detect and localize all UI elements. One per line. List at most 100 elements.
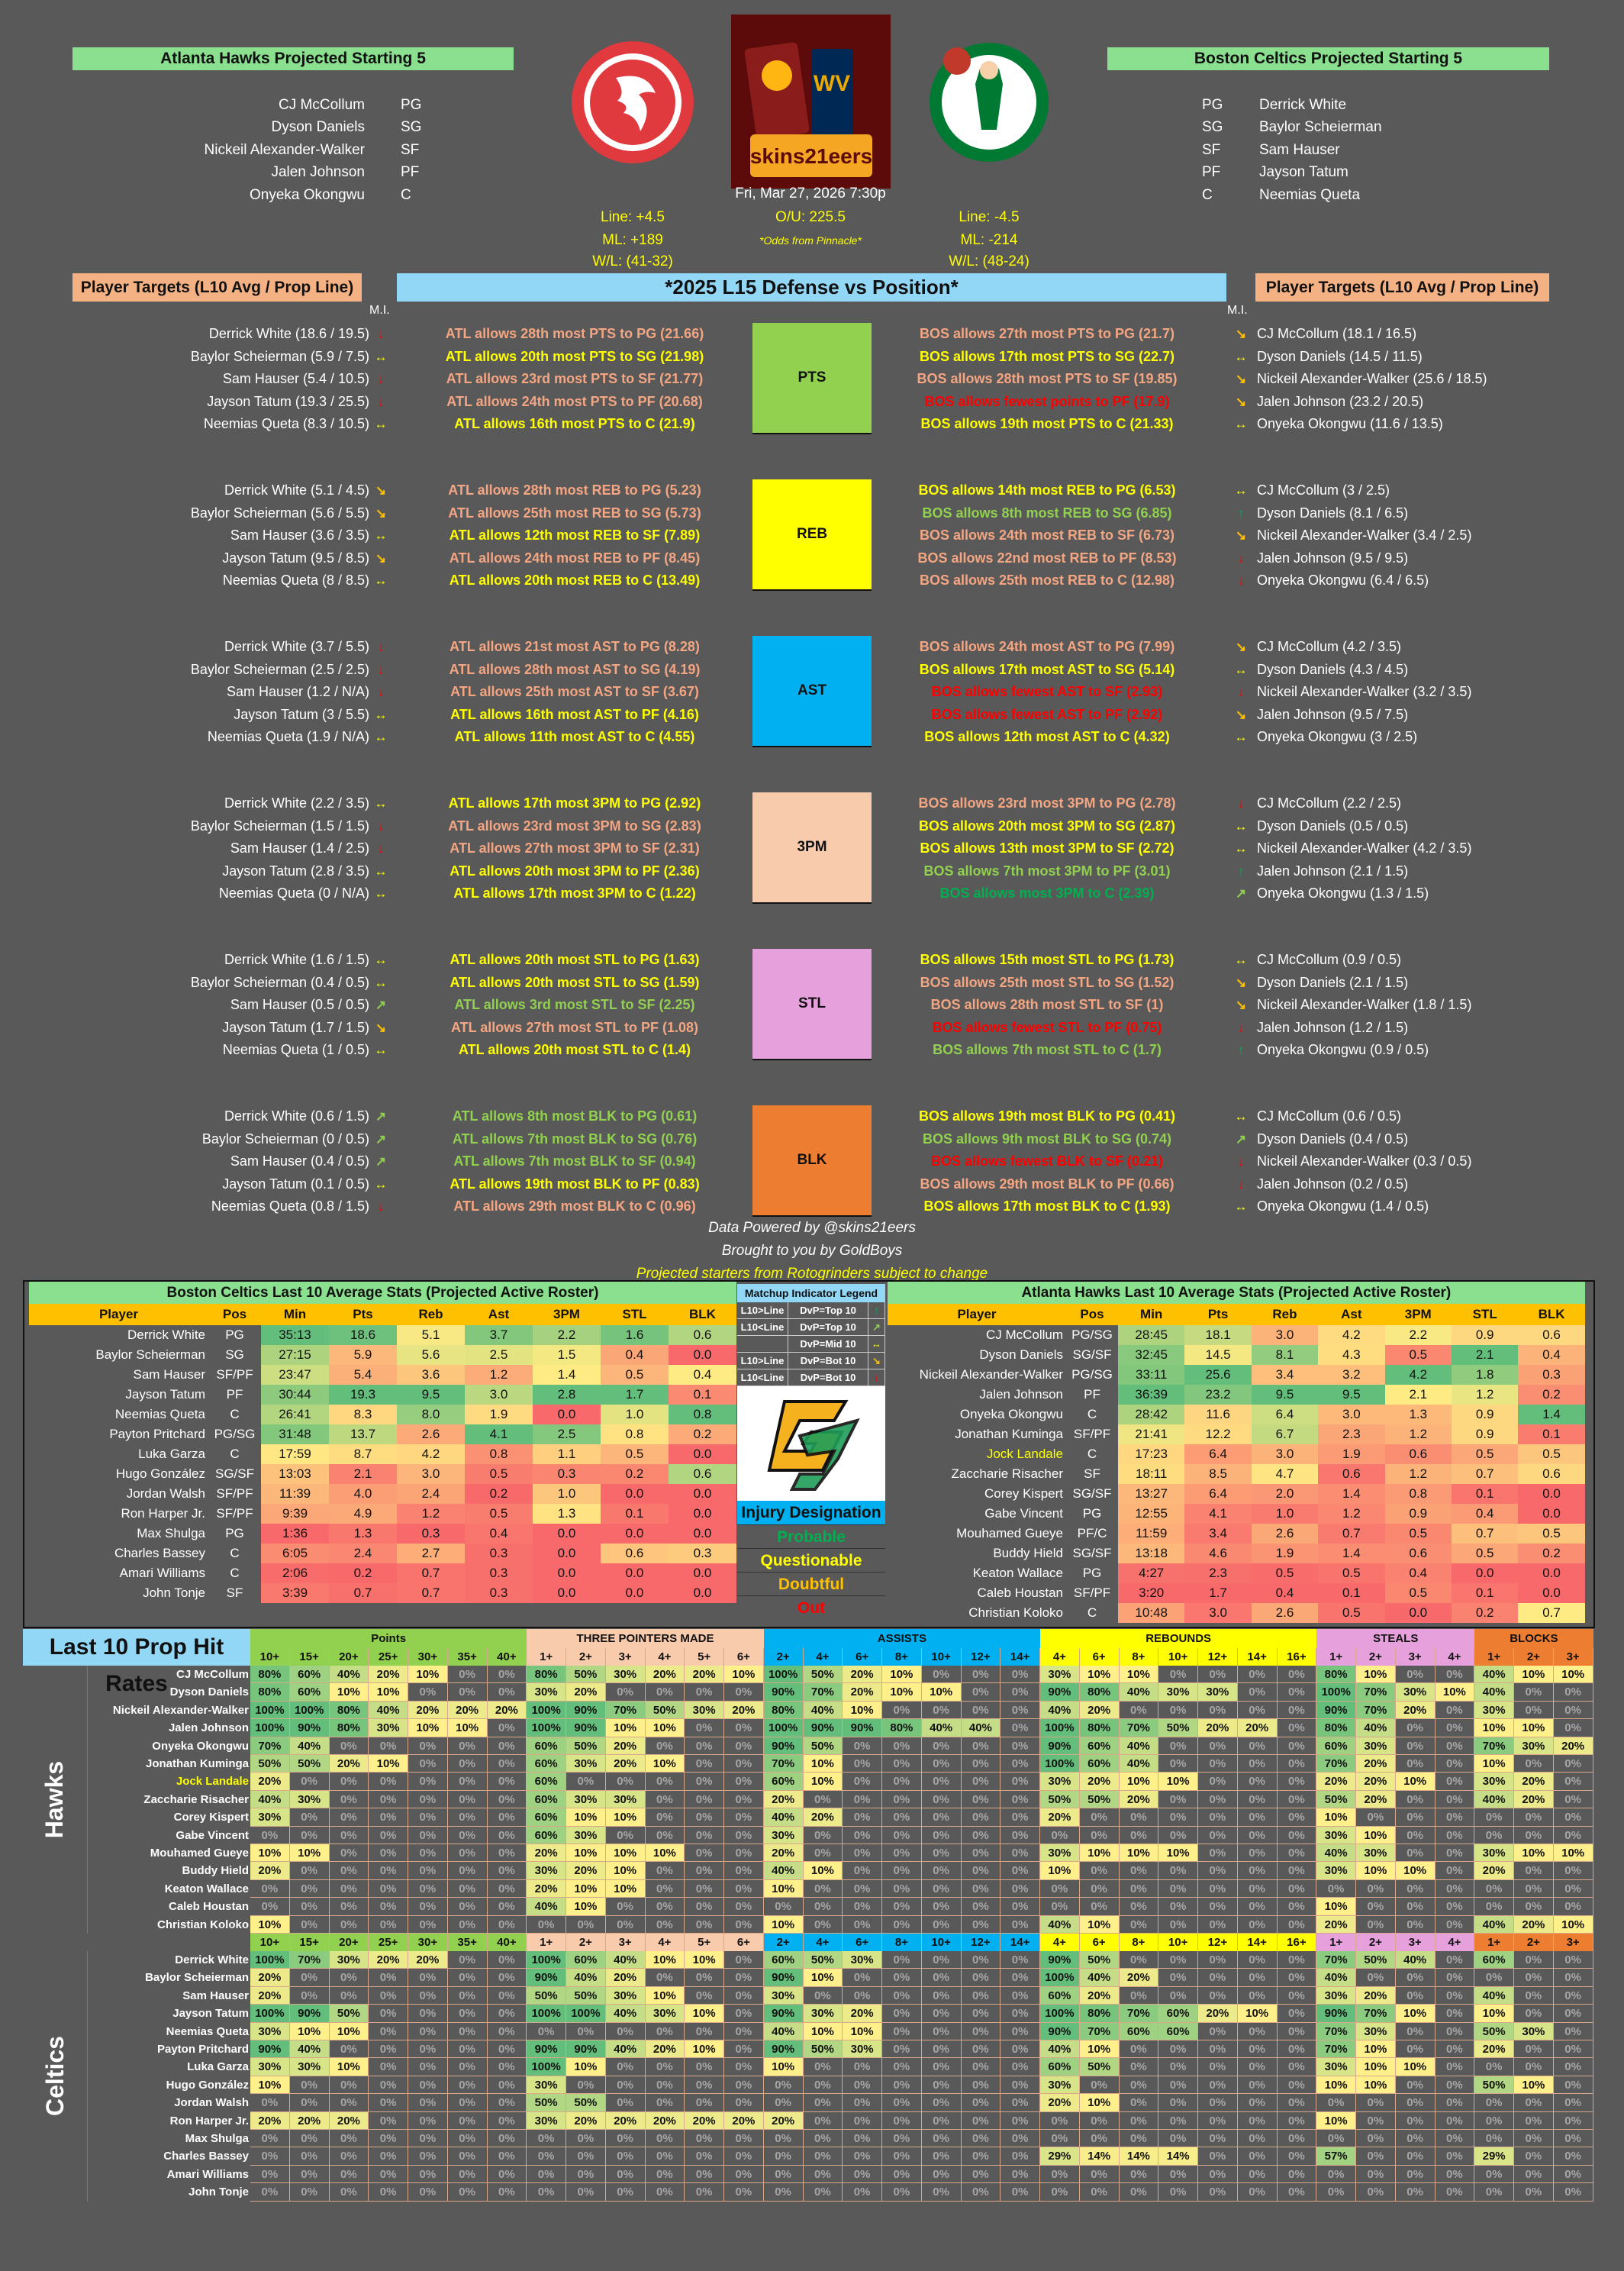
prop-hit-rate-cell: 0% bbox=[487, 1862, 527, 1880]
prop-hit-rate-cell: 0% bbox=[882, 2130, 922, 2148]
prop-hit-rate-cell: 0% bbox=[487, 1683, 527, 1702]
prop-hit-rate-cell: 0% bbox=[961, 1773, 1001, 1791]
prop-hit-rate-cell: 0% bbox=[1435, 1844, 1475, 1863]
prop-hit-rate-cell: 10% bbox=[803, 1969, 843, 1987]
stat-cell: 1.3 bbox=[329, 1524, 397, 1544]
prop-hit-rate-cell: 10% bbox=[1514, 2076, 1554, 2095]
matchup-arrow-icon: ↓ bbox=[377, 372, 385, 386]
prop-hit-rate-cell: 30% bbox=[803, 2005, 843, 2023]
prop-hit-rate-cell: 0% bbox=[408, 2058, 448, 2076]
prop-hit-rate-cell: 30% bbox=[1514, 1737, 1554, 1755]
prop-player-name: Gabe Vincent bbox=[176, 1828, 249, 1842]
stat-cell: 0.0 bbox=[1518, 1563, 1585, 1583]
stat-cell: 0.3 bbox=[465, 1544, 533, 1563]
prop-hit-rate-cell: 0% bbox=[645, 2130, 685, 2148]
prop-hit-rate-cell: 10% bbox=[1395, 1773, 1436, 1791]
matchup-row: Neemias Queta (0.8 / 1.5) ↓ ATL allows 29t… bbox=[0, 1195, 1624, 1218]
hawks-target-player: Jalen Johnson (0.2 / 0.5) bbox=[1257, 1176, 1409, 1192]
matchup-arrow-icon: ↑ bbox=[1237, 505, 1245, 521]
stat-cell: 2.6 bbox=[1251, 1524, 1319, 1544]
prop-hit-rate-cell: 10% bbox=[250, 1844, 290, 1863]
prop-hit-rate-cell: 100% bbox=[1040, 2005, 1080, 2023]
legend-row: L10>Line DvP=Top 10 ↑ bbox=[737, 1302, 885, 1319]
prop-hit-rate-cell: 0% bbox=[1277, 2111, 1317, 2130]
prop-hit-rate-cell: 80% bbox=[329, 1719, 369, 1737]
stat-cell: 0.5 bbox=[465, 1504, 533, 1524]
hawks-starter-pos: PF bbox=[401, 164, 420, 180]
prop-hit-rate-cell: 20% bbox=[250, 1862, 290, 1880]
prop-hit-rate-cell: 0% bbox=[1119, 1701, 1159, 1720]
prop-hit-rate-cell: 0% bbox=[1158, 2111, 1198, 2130]
matchup-arrow-icon: ↘ bbox=[1235, 640, 1247, 654]
stat-cell: 1.4 bbox=[1318, 1484, 1385, 1504]
prop-player-name: Dyson Daniels bbox=[169, 1686, 249, 1699]
matchup-arrow-icon: ↔ bbox=[1234, 417, 1248, 431]
matchup-arrow-icon: ↓ bbox=[1237, 573, 1245, 588]
prop-hit-rate-cell: 30% bbox=[685, 1701, 724, 1720]
bos-defense-text: BOS allows 20th most 3PM to SG (2.87) bbox=[918, 818, 1176, 834]
celtics-starter-pos: SF bbox=[1202, 142, 1221, 158]
prop-hit-rate-cell: 100% bbox=[1040, 1755, 1080, 1773]
prop-threshold-header: 4+ bbox=[803, 1934, 843, 1951]
prop-hit-rate-cell: 0% bbox=[1553, 1701, 1593, 1720]
right-targets-header: Player Targets (L10 Avg / Prop Line) bbox=[1255, 273, 1549, 302]
prop-hit-rate-cell: 0% bbox=[1356, 1898, 1396, 1916]
stat-cell: 3.0 bbox=[1251, 1444, 1319, 1464]
prop-hit-rate-cell: 40% bbox=[1040, 1701, 1080, 1720]
stat-cell: 0.0 bbox=[601, 1583, 669, 1603]
column-header: Player bbox=[888, 1304, 1066, 1325]
prop-hit-rate-cell: 0% bbox=[1435, 1790, 1475, 1809]
player-name: Luka Garza bbox=[138, 1447, 205, 1461]
matchup-row: Sam Hauser (1.4 / 2.5) ↓ ATL allows 27th m… bbox=[0, 837, 1624, 860]
stat-cell: 8.0 bbox=[397, 1405, 465, 1424]
prop-hit-rate-cell: 10% bbox=[1119, 1773, 1159, 1791]
prop-hit-rate-cell: 0% bbox=[685, 1879, 724, 1898]
prop-hit-rate-cell: 50% bbox=[803, 1951, 843, 1969]
prop-hit-rate-cell: 0% bbox=[1079, 2111, 1120, 2130]
prop-hit-rate-cell: 50% bbox=[1040, 1790, 1080, 1809]
prop-hit-rate-cell: 0% bbox=[487, 2058, 527, 2076]
prop-player-name: Amari Williams bbox=[166, 2167, 249, 2181]
prop-hit-rate-cell: 10% bbox=[921, 1683, 962, 1702]
prop-hit-rate-cell: 20% bbox=[843, 1683, 882, 1702]
player-name: Mouhamed Gueye bbox=[956, 1526, 1063, 1540]
prop-hit-rate-cell: 50% bbox=[250, 1755, 290, 1773]
stat-cell: 0.0 bbox=[533, 1524, 601, 1544]
matchup-arrow-icon: ↔ bbox=[374, 1043, 388, 1057]
prop-hit-rate-cell: 70% bbox=[763, 1755, 804, 1773]
stat-cell: 0.0 bbox=[669, 1345, 736, 1365]
prop-hit-rate-cell: 0% bbox=[1000, 2183, 1040, 2202]
prop-hit-rate-cell: 0% bbox=[961, 2165, 1001, 2184]
section-label: BLK bbox=[797, 1152, 827, 1168]
prop-hit-rate-cell: 10% bbox=[763, 2058, 804, 2076]
prop-hit-rate-cell: 0% bbox=[1553, 1986, 1593, 2005]
atl-defense-text: ATL allows 23rd most PTS to SF (21.77) bbox=[446, 371, 704, 386]
prop-hit-rate-cell: 20% bbox=[250, 1986, 290, 2005]
prop-hit-rate-cell: 0% bbox=[487, 2183, 527, 2202]
matchup-arrow-icon: ↔ bbox=[1234, 818, 1248, 834]
prop-hit-rate-cell: 0% bbox=[685, 1826, 724, 1844]
prop-hit-rate-cell: 0% bbox=[1000, 2005, 1040, 2023]
prop-hit-rate-cell: 0% bbox=[487, 1773, 527, 1791]
player-position: C bbox=[1087, 1605, 1097, 1620]
celtics-target-player: Baylor Scheierman (0.4 / 0.5) bbox=[190, 974, 369, 990]
prop-hit-rate-cell: 0% bbox=[605, 2058, 646, 2076]
prop-hit-rate-cell: 0% bbox=[1000, 1879, 1040, 1898]
prop-hit-rate-cell: 29% bbox=[1040, 2147, 1080, 2166]
prop-hit-rate-cell: 10% bbox=[605, 1862, 646, 1880]
stat-cell: 5.4 bbox=[329, 1365, 397, 1385]
prop-hit-rate-cell: 0% bbox=[1000, 1701, 1040, 1720]
prop-hit-rate-cell: 0% bbox=[724, 1862, 764, 1880]
prop-hit-rate-cell: 0% bbox=[447, 2022, 488, 2040]
prop-hit-rate-cell: 0% bbox=[803, 2076, 843, 2095]
prop-hit-rate-cell: 10% bbox=[447, 1719, 488, 1737]
hawks-target-player: Nickeil Alexander-Walker (1.8 / 1.5) bbox=[1257, 997, 1472, 1012]
prop-hit-rate-cell: 100% bbox=[250, 1951, 290, 1969]
prop-hit-rate-cell: 0% bbox=[408, 1969, 448, 1987]
matchup-arrow-icon: ↓ bbox=[377, 662, 385, 677]
matchup-arrow-icon: ↘ bbox=[1235, 327, 1247, 341]
prop-hit-rate-cell: 0% bbox=[724, 1879, 764, 1898]
stat-cell: 2.1 bbox=[1384, 1385, 1452, 1405]
prop-hit-rate-cell: 0% bbox=[487, 1915, 527, 1934]
prop-hit-rate-cell: 10% bbox=[1474, 2005, 1514, 2023]
